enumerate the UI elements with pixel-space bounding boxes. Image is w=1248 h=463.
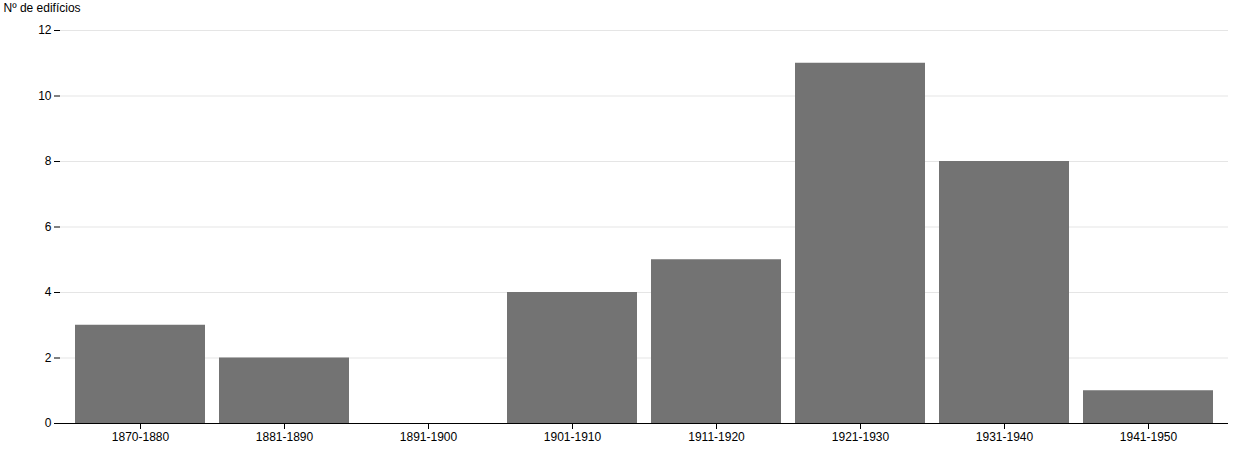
svg-text:1901-1910: 1901-1910 [544,430,602,444]
svg-text:1891-1900: 1891-1900 [400,430,458,444]
svg-text:8: 8 [45,154,52,168]
svg-text:10: 10 [38,89,52,103]
svg-text:4: 4 [45,285,52,299]
svg-text:1921-1930: 1921-1930 [832,430,890,444]
svg-text:1931-1940: 1931-1940 [976,430,1034,444]
svg-text:1911-1920: 1911-1920 [688,430,745,444]
svg-text:6: 6 [45,220,52,234]
svg-text:1881-1890: 1881-1890 [256,430,314,444]
svg-text:Nº de edifícios: Nº de edifícios [4,1,81,15]
svg-text:1941-1950: 1941-1950 [1120,430,1178,444]
svg-text:12: 12 [38,23,52,37]
svg-text:2: 2 [45,351,52,365]
svg-text:1870-1880: 1870-1880 [112,430,170,444]
svg-text:0: 0 [45,416,52,430]
